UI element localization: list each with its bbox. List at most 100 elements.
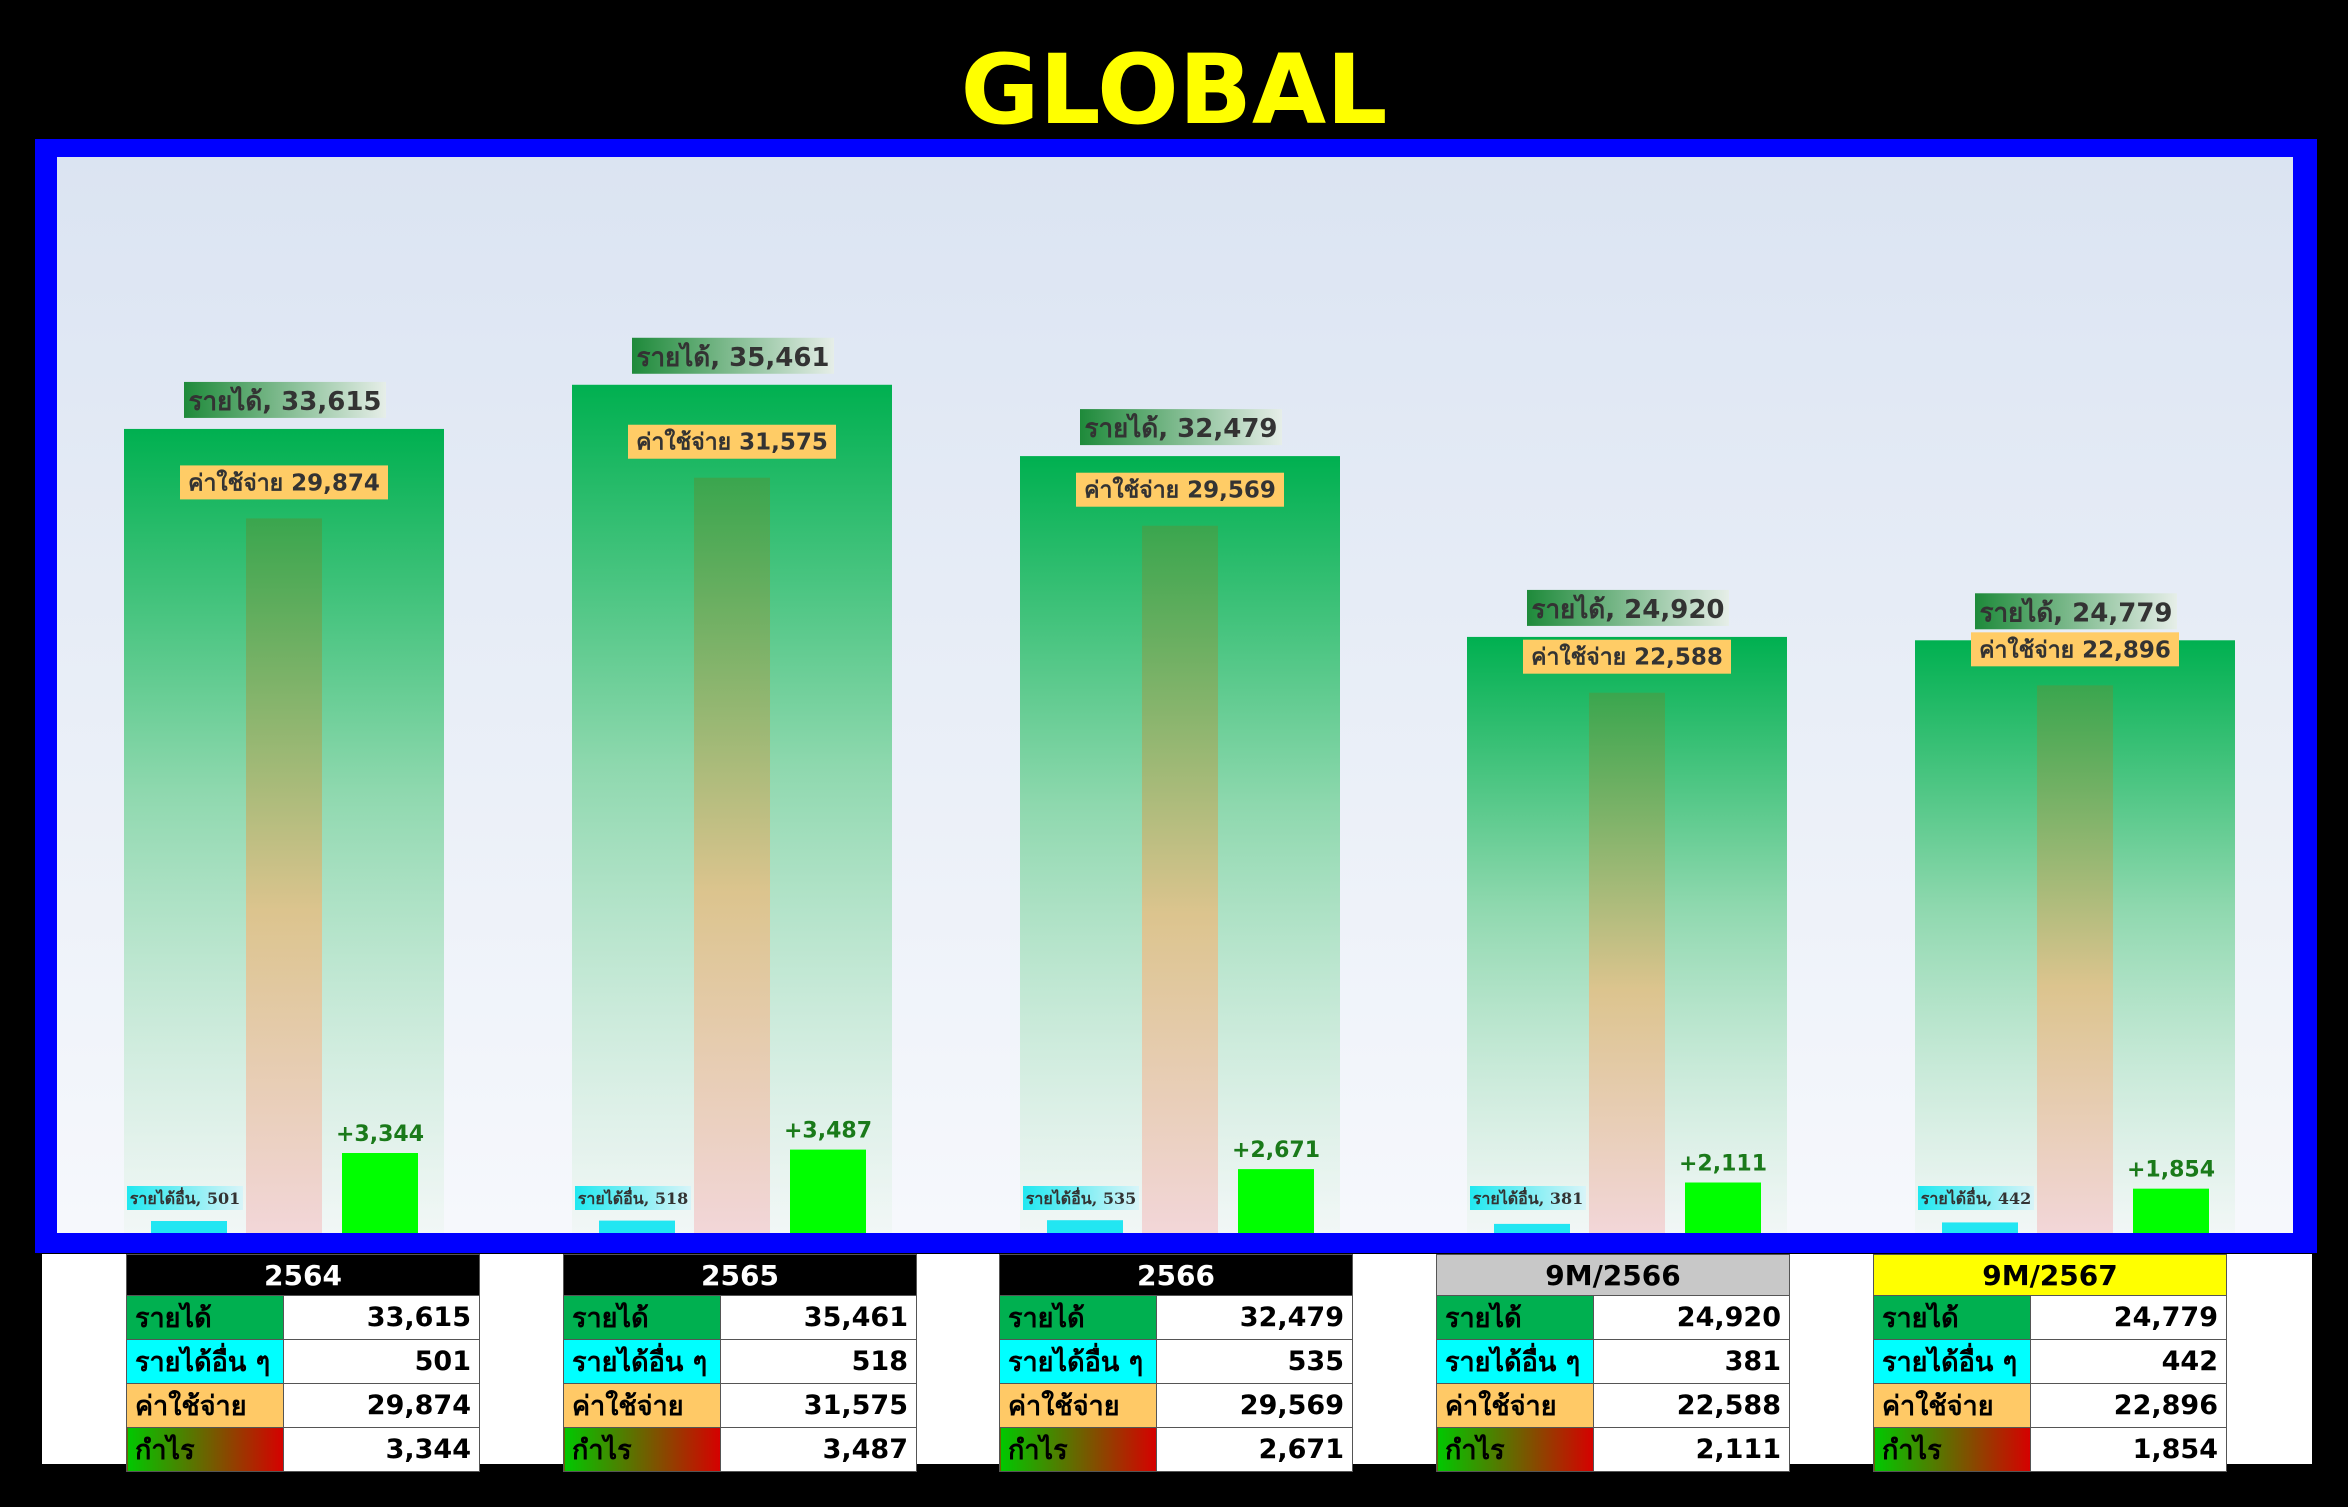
expense-label-bg xyxy=(628,424,836,459)
row-value-profit: 2,671 xyxy=(1156,1427,1353,1472)
row-label-expense: ค่าใช้จ่าย xyxy=(1436,1383,1594,1428)
table-row: รายได้อื่น ๆ 442 xyxy=(1873,1339,2227,1384)
table-period-header: 9M/2566 xyxy=(1436,1254,1790,1296)
row-label-expense: ค่าใช้จ่าย xyxy=(126,1383,284,1428)
chart-marks: รายได้, 33,615 ค่าใช้จ่าย 29,874 รายได้อื่… xyxy=(124,337,2235,1234)
row-label-profit: กำไร xyxy=(1436,1427,1594,1472)
row-value-revenue: 32,479 xyxy=(1156,1295,1353,1340)
row-value-expense: 29,874 xyxy=(283,1383,480,1428)
row-value-expense: 22,588 xyxy=(1593,1383,1790,1428)
table-row: รายได้ 24,920 xyxy=(1436,1295,1790,1340)
table-row: ค่าใช้จ่าย 22,896 xyxy=(1873,1383,2227,1428)
table-row: กำไร 1,854 xyxy=(1873,1427,2227,1472)
summary-table: 9M/2567 รายได้ 24,779 รายได้อื่น ๆ 442 ค่าใช้… xyxy=(1873,1254,2227,1472)
row-value-expense: 22,896 xyxy=(2030,1383,2227,1428)
other-income-label-bg xyxy=(575,1186,691,1210)
row-value-profit: 3,344 xyxy=(283,1427,480,1472)
other-income-data-label: รายได้อื่น, 381 xyxy=(1473,1187,1583,1208)
summary-table: 2565 รายได้ 35,461 รายได้อื่น ๆ 518 ค่าใช้จ่า… xyxy=(563,1254,917,1472)
row-label-revenue: รายได้ xyxy=(563,1295,721,1340)
row-value-expense: 29,569 xyxy=(1156,1383,1353,1428)
row-label-other-income: รายได้อื่น ๆ xyxy=(563,1339,721,1384)
profit-data-label: +3,344 xyxy=(336,1122,424,1147)
table-period-header: 9M/2567 xyxy=(1873,1254,2227,1296)
profit-bar xyxy=(790,1149,866,1233)
other-income-data-label: รายได้อื่น, 518 xyxy=(578,1187,688,1208)
row-label-expense: ค่าใช้จ่าย xyxy=(999,1383,1157,1428)
row-label-expense: ค่าใช้จ่าย xyxy=(563,1383,721,1428)
row-label-revenue: รายได้ xyxy=(999,1295,1157,1340)
table-row: รายได้ 35,461 xyxy=(563,1295,917,1340)
row-value-other-income: 535 xyxy=(1156,1339,1353,1384)
revenue-label-bg xyxy=(1080,409,1282,446)
row-label-other-income: รายได้อื่น ๆ xyxy=(999,1339,1157,1384)
revenue-label-bg xyxy=(184,381,386,418)
revenue-label-bg xyxy=(632,337,834,374)
row-value-revenue: 33,615 xyxy=(283,1295,480,1340)
expense-data-label: ค่าใช้จ่าย 31,575 xyxy=(636,428,828,456)
table-period-header: 2564 xyxy=(126,1254,480,1296)
expense-data-label: ค่าใช้จ่าย 29,874 xyxy=(188,468,380,496)
row-value-other-income: 501 xyxy=(283,1339,480,1384)
row-value-revenue: 24,920 xyxy=(1593,1295,1790,1340)
expense-label-bg xyxy=(1523,639,1731,674)
row-value-other-income: 381 xyxy=(1593,1339,1790,1384)
revenue-label-bg xyxy=(1527,589,1729,626)
table-row: กำไร 3,344 xyxy=(126,1427,480,1472)
other-income-label-bg xyxy=(1470,1186,1586,1210)
row-value-other-income: 442 xyxy=(2030,1339,2227,1384)
table-row: รายได้ 24,779 xyxy=(1873,1295,2227,1340)
other-income-bar xyxy=(1494,1223,1570,1233)
row-value-revenue: 24,779 xyxy=(2030,1295,2227,1340)
table-row: รายได้อื่น ๆ 381 xyxy=(1436,1339,1790,1384)
row-value-revenue: 35,461 xyxy=(720,1295,917,1340)
row-label-revenue: รายได้ xyxy=(126,1295,284,1340)
revenue-label-bg xyxy=(1975,593,2177,630)
table-row: กำไร 2,111 xyxy=(1436,1427,1790,1472)
expense-label-bg xyxy=(1971,632,2179,667)
table-period-header: 2566 xyxy=(999,1254,1353,1296)
table-row: รายได้ 32,479 xyxy=(999,1295,1353,1340)
expense-bar xyxy=(2037,685,2113,1233)
row-label-profit: กำไร xyxy=(563,1427,721,1472)
other-income-bar xyxy=(1942,1222,2018,1233)
other-income-data-label: รายได้อื่น, 535 xyxy=(1026,1187,1136,1208)
other-income-label-bg xyxy=(1918,1186,2034,1210)
profit-bar xyxy=(2133,1188,2209,1233)
page-title: GLOBAL xyxy=(960,34,1388,146)
revenue-data-label: รายได้, 32,479 xyxy=(1084,412,1277,444)
expense-label-bg xyxy=(180,465,388,500)
other-income-label-bg xyxy=(1023,1186,1139,1210)
profit-data-label: +1,854 xyxy=(2127,1158,2215,1183)
row-label-other-income: รายได้อื่น ๆ xyxy=(1436,1339,1594,1384)
chart-frame: รายได้, 33,615 ค่าใช้จ่าย 29,874 รายได้อื่… xyxy=(35,139,2317,1253)
expense-bar xyxy=(694,477,770,1233)
table-row: รายได้ 33,615 xyxy=(126,1295,480,1340)
expense-bar xyxy=(246,518,322,1233)
other-income-bar xyxy=(151,1221,227,1233)
row-value-profit: 3,487 xyxy=(720,1427,917,1472)
table-row: ค่าใช้จ่าย 22,588 xyxy=(1436,1383,1790,1428)
table-row: รายได้อื่น ๆ 501 xyxy=(126,1339,480,1384)
row-label-profit: กำไร xyxy=(126,1427,284,1472)
summary-table: 2564 รายได้ 33,615 รายได้อื่น ๆ 501 ค่าใช้จ่า… xyxy=(126,1254,480,1472)
table-row: ค่าใช้จ่าย 29,874 xyxy=(126,1383,480,1428)
profit-data-label: +2,111 xyxy=(1679,1152,1767,1177)
profit-bar xyxy=(342,1153,418,1233)
row-label-revenue: รายได้ xyxy=(1436,1295,1594,1340)
expense-data-label: ค่าใช้จ่าย 29,569 xyxy=(1084,476,1276,504)
profit-bar xyxy=(1238,1169,1314,1233)
profit-data-label: +2,671 xyxy=(1232,1138,1320,1163)
table-row: กำไร 3,487 xyxy=(563,1427,917,1472)
table-row: ค่าใช้จ่าย 29,569 xyxy=(999,1383,1353,1428)
other-income-label-bg xyxy=(127,1186,243,1210)
row-label-other-income: รายได้อื่น ๆ xyxy=(1873,1339,2031,1384)
row-label-expense: ค่าใช้จ่าย xyxy=(1873,1383,2031,1428)
revenue-data-label: รายได้, 35,461 xyxy=(636,341,829,373)
row-value-expense: 31,575 xyxy=(720,1383,917,1428)
row-label-profit: กำไร xyxy=(999,1427,1157,1472)
table-row: ค่าใช้จ่าย 31,575 xyxy=(563,1383,917,1428)
expense-bar xyxy=(1589,692,1665,1233)
other-income-bar xyxy=(599,1220,675,1233)
table-row: รายได้อื่น ๆ 518 xyxy=(563,1339,917,1384)
